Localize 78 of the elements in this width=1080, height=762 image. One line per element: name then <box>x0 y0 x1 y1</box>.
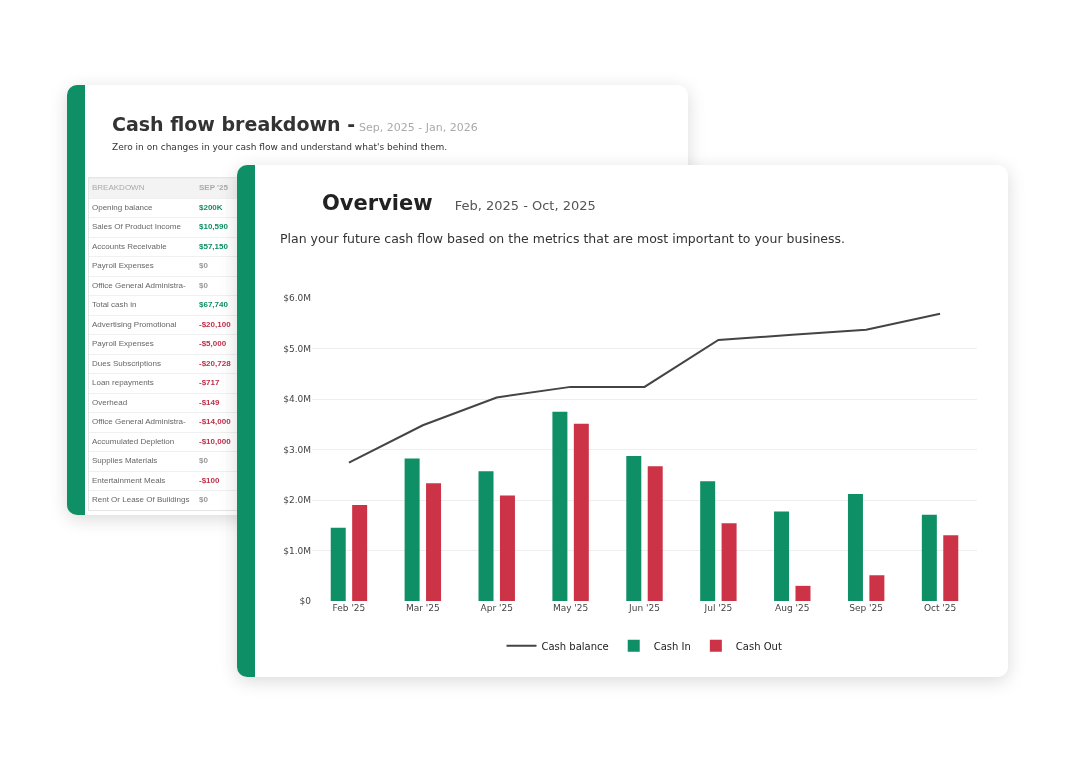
category-label: Office General Administra- <box>92 280 186 290</box>
data-label: -$100 <box>199 474 220 487</box>
data-label: -$20,100 <box>199 318 231 331</box>
data-label: -$149 <box>199 396 220 409</box>
bar <box>330 527 346 601</box>
bar <box>795 585 811 601</box>
y-tick-label: $2.0M <box>283 495 311 506</box>
x-tick-label: Sep '25 <box>849 603 884 613</box>
category-label: Supplies Materials <box>92 456 158 465</box>
x-tick-label: May '25 <box>552 603 589 613</box>
data-label: $200K <box>199 201 223 214</box>
line-series <box>347 312 942 464</box>
x-tick-label: Feb '25 <box>332 603 366 613</box>
text: Zero in on changes in your cash flow and understand what's behind them. <box>112 142 448 152</box>
bar <box>721 523 737 601</box>
x-tick-label: Jul '25 <box>703 603 733 613</box>
category-label: Accounts Receivable <box>92 241 167 251</box>
category-label: Overhead <box>92 397 128 407</box>
category-label: Office General Administra- <box>92 417 186 426</box>
data-label: $10,590 <box>199 221 228 233</box>
category-label: Dues Subscriptions <box>92 358 161 368</box>
legend-label: Cash In <box>653 640 691 652</box>
bar <box>404 458 420 601</box>
category-label: Entertainment Meals <box>92 475 166 485</box>
category-label: Rent Or Lease Of Buildings <box>92 495 190 504</box>
y-tick-label: $6.0M <box>283 293 311 304</box>
bar <box>943 535 959 601</box>
category-label: Advertising Promotional <box>92 319 177 329</box>
chart-title: Overview <box>322 191 433 215</box>
category-label: Opening balance <box>92 202 153 212</box>
y-tick-label: $4.0M <box>283 394 311 405</box>
data-label: $0 <box>199 279 208 292</box>
category-label: Total cash in <box>92 300 137 309</box>
data-label: $0 <box>199 494 208 506</box>
data-label: -$717 <box>199 377 220 389</box>
text: SEP '25 <box>199 182 228 194</box>
data-label: $0 <box>199 455 208 467</box>
bar <box>774 511 790 601</box>
category-label: Accumulated Depletion <box>92 436 175 446</box>
text: Sep, 2025 - Jan, 2026 <box>359 121 478 134</box>
bar <box>869 575 885 601</box>
data-label: -$10,000 <box>199 435 231 448</box>
data-label: $0 <box>199 260 208 272</box>
text: Plan your future cash flow based on the metrics that are most important to your business. <box>280 231 845 246</box>
bar <box>573 423 589 601</box>
x-tick-label: Oct '25 <box>923 603 957 613</box>
y-tick-label: $1.0M <box>283 545 311 556</box>
bar <box>499 495 515 601</box>
data-label: $57,150 <box>199 240 228 253</box>
data-label: -$5,000 <box>199 338 227 350</box>
y-tick-label: $5.0M <box>283 343 311 354</box>
text: Cash flow breakdown - <box>112 113 356 135</box>
bar <box>552 411 568 601</box>
bar <box>478 471 494 601</box>
category-label: Loan repayments <box>92 378 154 387</box>
text: BREAKDOWN <box>92 183 145 192</box>
x-tick-label: Mar '25 <box>405 603 440 613</box>
bar <box>426 483 442 601</box>
bar <box>647 466 663 601</box>
category-label: Payroll Expenses <box>92 339 154 348</box>
data-label: -$14,000 <box>199 416 231 428</box>
bar <box>921 514 937 601</box>
bar <box>700 481 716 601</box>
bar <box>352 505 368 601</box>
x-tick-label: Jun '25 <box>628 603 660 613</box>
y-tick-label: $0 <box>299 596 312 607</box>
data-label: -$20,728 <box>199 357 231 370</box>
data-label: $67,740 <box>199 299 228 311</box>
legend-label: Cash balance <box>541 640 609 652</box>
category-label: Payroll Expenses <box>92 261 154 270</box>
y-tick-label: $3.0M <box>283 444 311 455</box>
chart-subtitle: Feb, 2025 - Oct, 2025 <box>454 198 596 213</box>
legend-label: Cash Out <box>735 640 782 652</box>
x-tick-label: Aug '25 <box>775 603 810 613</box>
bar <box>626 456 642 601</box>
category-label: Sales Of Product Income <box>92 222 181 231</box>
bar <box>847 493 863 601</box>
x-tick-label: Apr '25 <box>480 603 513 613</box>
